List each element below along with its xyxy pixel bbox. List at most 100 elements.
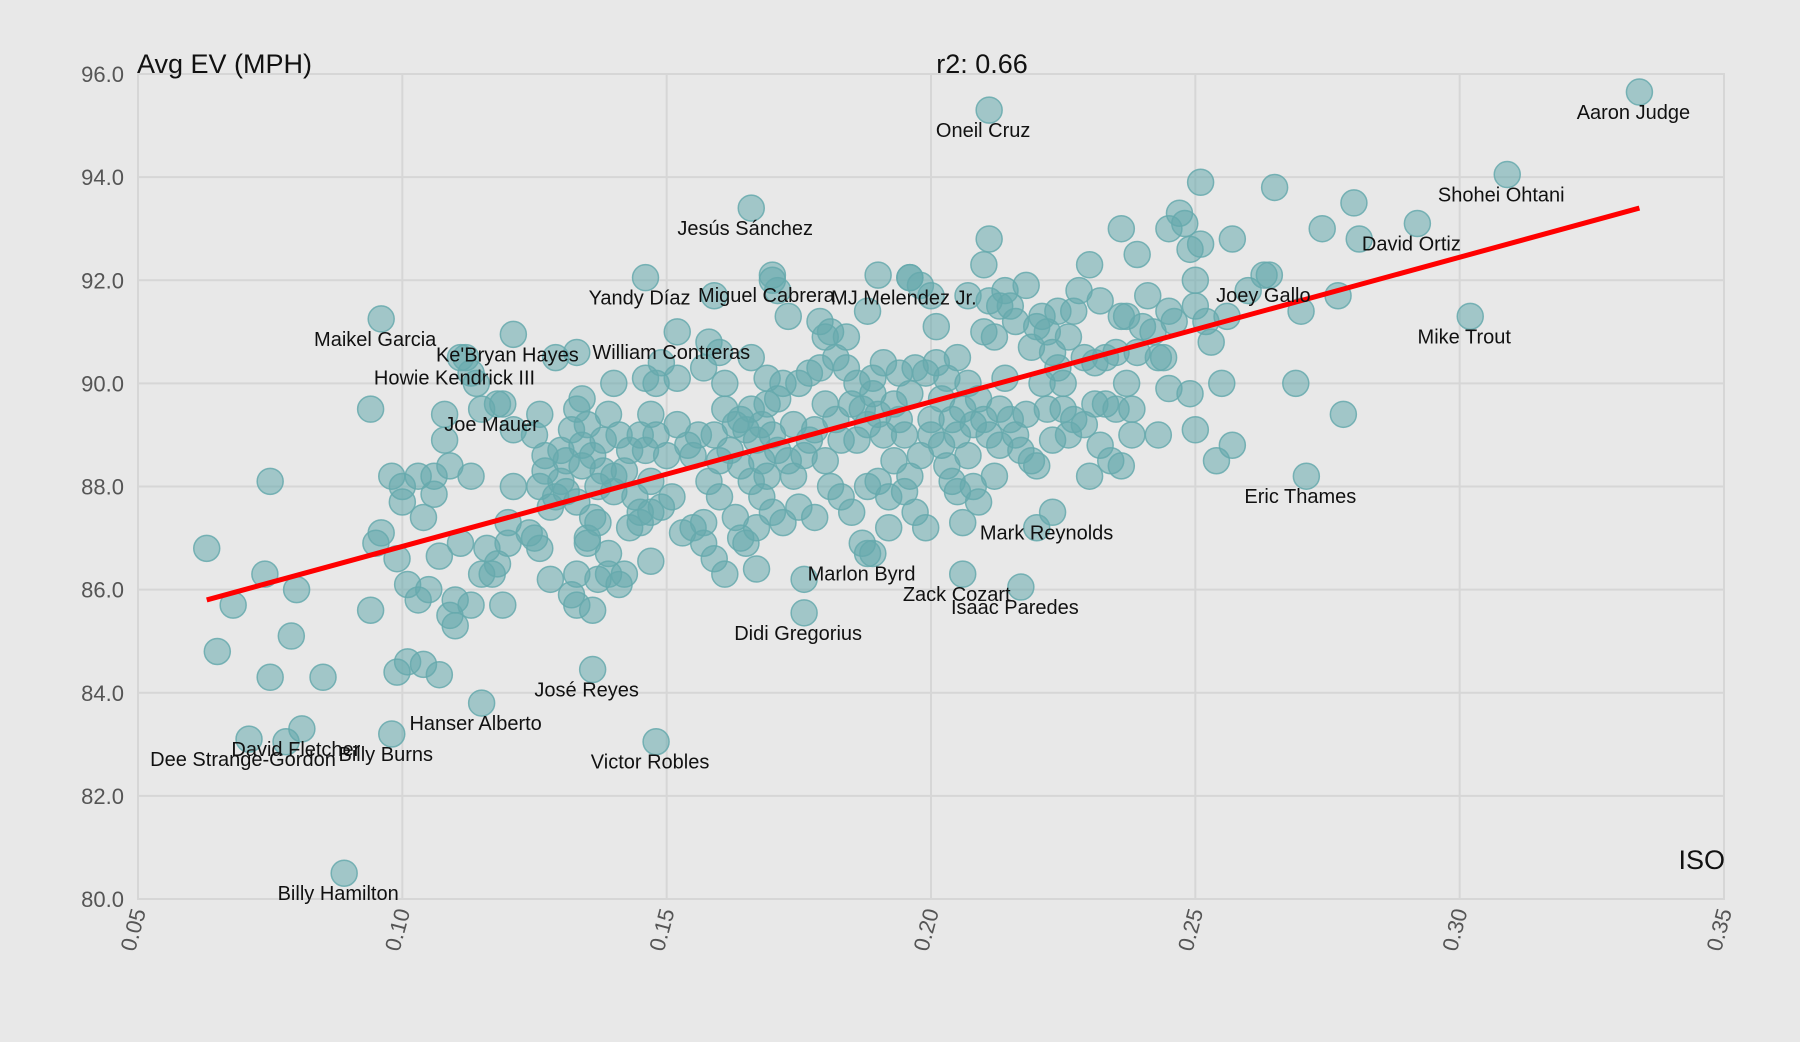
data-point	[1340, 189, 1368, 217]
data-point	[980, 462, 1009, 490]
labeled-data-point	[1403, 209, 1432, 238]
x-tick-label: 0.25	[1173, 906, 1208, 954]
point-annotation: Shohei Ohtani	[1438, 185, 1565, 207]
point-annotation: Joe Mauer	[444, 414, 539, 436]
data-point	[1022, 452, 1051, 480]
data-point	[663, 364, 691, 392]
labeled-data-point	[790, 599, 818, 627]
labeled-data-point	[642, 727, 670, 756]
labeled-data-point	[1292, 462, 1321, 490]
data-point	[922, 312, 951, 341]
data-point	[705, 483, 734, 511]
data-point	[563, 338, 591, 367]
point-annotation: Yandy Díaz	[589, 288, 691, 310]
data-point	[1218, 431, 1247, 459]
data-point	[737, 343, 766, 372]
data-point	[415, 575, 443, 604]
data-point	[705, 338, 734, 367]
x-tick-label: 0.05	[116, 906, 151, 954]
labeled-data-point	[378, 720, 406, 748]
data-point	[837, 498, 866, 527]
data-point	[457, 591, 485, 619]
point-annotation: Billy Hamilton	[278, 883, 399, 905]
x-tick-label: 0.15	[644, 906, 679, 954]
data-point	[1123, 240, 1151, 269]
point-annotation: Billy Burns	[339, 744, 433, 766]
data-point	[700, 281, 728, 310]
data-point	[911, 514, 940, 542]
data-point	[637, 547, 665, 576]
data-point	[594, 539, 623, 568]
data-point	[425, 542, 454, 570]
x-tick-label: 0.20	[909, 906, 944, 954]
data-point	[1329, 400, 1358, 429]
labeled-data-point	[367, 305, 395, 333]
data-point	[610, 560, 639, 588]
labeled-data-point	[467, 689, 496, 717]
labeled-data-point	[631, 263, 660, 292]
labeled-data-point	[1007, 573, 1035, 601]
data-point	[1149, 343, 1178, 372]
data-point	[964, 488, 993, 516]
data-point	[1107, 214, 1136, 243]
y-tick-label: 94.0	[81, 165, 124, 190]
points-layer	[192, 78, 1654, 887]
point-annotation: Jesús Sánchez	[677, 218, 813, 240]
data-point	[1218, 225, 1247, 253]
labeled-data-point	[896, 263, 924, 292]
data-point	[584, 508, 612, 537]
y-axis-title: Avg EV (MPH)	[137, 49, 312, 79]
trend-layer	[206, 205, 1641, 603]
data-point	[774, 302, 803, 331]
point-annotation: Ke'Bryan Hayes	[436, 344, 579, 366]
data-point	[742, 555, 771, 583]
data-point	[367, 519, 395, 547]
point-annotation: Dee Strange-Gordon	[150, 749, 336, 771]
point-annotation: Miguel Cabrera	[698, 285, 836, 307]
chart-title: r2: 0.66	[936, 49, 1028, 79]
data-point	[203, 637, 232, 666]
labeled-data-point	[737, 194, 766, 222]
y-tick-label: 80.0	[81, 887, 124, 912]
x-tick-label: 0.30	[1437, 906, 1472, 954]
labeled-data-point	[578, 655, 607, 684]
labeled-data-point	[1625, 78, 1654, 106]
data-point	[409, 503, 438, 532]
point-annotation: Eric Thames	[1244, 486, 1356, 508]
data-point	[1049, 369, 1077, 398]
data-point	[1181, 416, 1210, 444]
data-point	[425, 660, 454, 689]
data-point	[832, 323, 861, 351]
data-point	[277, 622, 306, 650]
labeled-data-point	[758, 261, 787, 289]
data-point	[1012, 271, 1040, 300]
data-point	[600, 369, 628, 398]
data-point	[853, 297, 882, 325]
point-annotation: Victor Robles	[591, 752, 710, 774]
data-point	[864, 261, 892, 289]
data-point	[874, 514, 903, 542]
point-annotation: Zack Cozart	[903, 584, 1011, 606]
point-annotation: Didi Gregorius	[734, 623, 862, 645]
data-point	[1176, 379, 1204, 408]
data-point	[526, 534, 554, 563]
data-point	[800, 503, 829, 532]
labeled-data-point	[288, 715, 316, 743]
data-point	[1260, 173, 1289, 202]
data-point	[356, 596, 385, 624]
data-point	[1118, 421, 1146, 449]
point-annotation: Mark Reynolds	[980, 522, 1113, 544]
data-point	[309, 663, 337, 692]
x-tick-label: 0.10	[380, 906, 415, 954]
data-point	[1181, 266, 1210, 294]
y-tick-label: 96.0	[81, 62, 124, 87]
labeled-data-point	[1038, 498, 1067, 527]
data-point	[1345, 225, 1373, 253]
y-tick-label: 82.0	[81, 784, 124, 809]
x-tick-label: 0.35	[1702, 906, 1737, 954]
data-point	[1144, 421, 1173, 449]
y-tick-label: 90.0	[81, 371, 124, 396]
labeled-data-point	[446, 343, 475, 372]
data-point	[948, 508, 977, 537]
